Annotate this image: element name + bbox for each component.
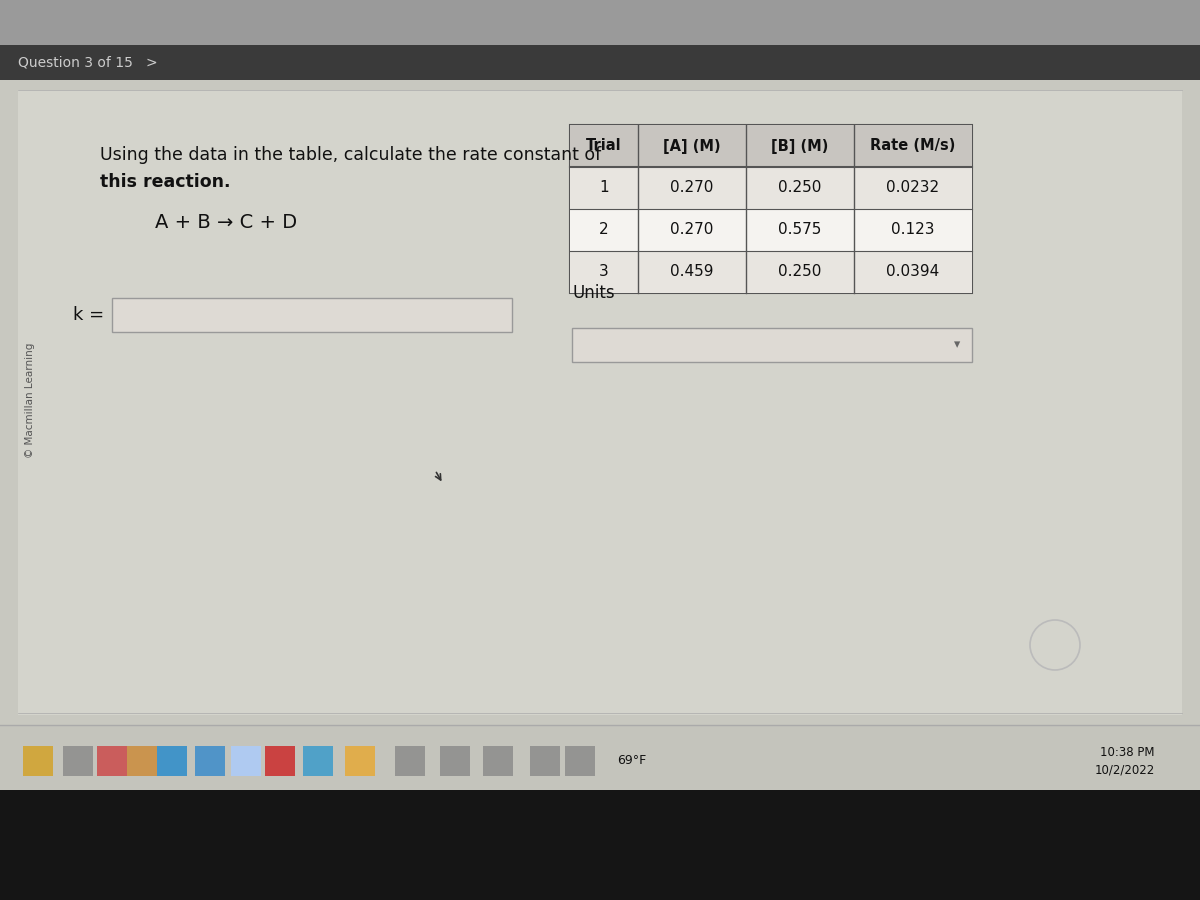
Text: 0.0232: 0.0232 [887, 181, 940, 195]
Bar [265, 746, 295, 776]
Text: 0.270: 0.270 [671, 181, 714, 195]
Text: Rate (M/s): Rate (M/s) [870, 139, 955, 154]
Bar [0, 790, 1200, 900]
Bar [570, 167, 972, 209]
Bar [302, 746, 334, 776]
Bar [395, 746, 425, 776]
Text: 0.123: 0.123 [892, 222, 935, 238]
Text: this reaction.: this reaction. [100, 173, 230, 191]
Bar [0, 0, 1200, 45]
Bar [112, 298, 512, 332]
Bar [565, 746, 595, 776]
Text: 0.270: 0.270 [671, 222, 714, 238]
Text: 10:38 PM: 10:38 PM [1100, 745, 1154, 759]
Bar [530, 746, 560, 776]
Bar [194, 746, 226, 776]
Bar [157, 746, 187, 776]
Text: Question 3 of 15   >: Question 3 of 15 > [18, 56, 157, 70]
Text: 0.250: 0.250 [779, 265, 822, 280]
Bar [0, 80, 1200, 725]
Text: A + B → C + D: A + B → C + D [155, 212, 298, 231]
Bar [482, 746, 514, 776]
Text: [A] (M): [A] (M) [664, 139, 721, 154]
Text: 0.575: 0.575 [779, 222, 822, 238]
Bar [570, 209, 972, 251]
Bar [64, 746, 94, 776]
Bar [570, 125, 972, 167]
Bar [0, 725, 1200, 790]
Text: Trial: Trial [586, 139, 622, 154]
Text: Units: Units [572, 284, 614, 302]
Bar [570, 251, 972, 293]
Bar [0, 45, 1200, 80]
Text: 0.250: 0.250 [779, 181, 822, 195]
Text: Using the data in the table, calculate the rate constant of: Using the data in the table, calculate t… [100, 146, 601, 164]
Text: © Macmillan Learning: © Macmillan Learning [25, 342, 35, 458]
Text: [B] (M): [B] (M) [772, 139, 829, 154]
Bar [230, 746, 262, 776]
Text: 3: 3 [599, 265, 608, 280]
Bar [23, 746, 53, 776]
Text: 0.459: 0.459 [671, 265, 714, 280]
Bar [572, 328, 972, 362]
Bar [97, 746, 127, 776]
Text: 2: 2 [599, 222, 608, 238]
Bar [440, 746, 470, 776]
Bar [127, 746, 157, 776]
Text: 10/2/2022: 10/2/2022 [1094, 763, 1154, 777]
Text: k =: k = [73, 306, 104, 324]
Text: 1: 1 [599, 181, 608, 195]
Text: 69°F: 69°F [617, 754, 647, 768]
Text: 0.0394: 0.0394 [887, 265, 940, 280]
Bar [346, 746, 374, 776]
Text: ▾: ▾ [954, 338, 960, 352]
Bar [18, 90, 1182, 715]
Bar [570, 125, 972, 293]
